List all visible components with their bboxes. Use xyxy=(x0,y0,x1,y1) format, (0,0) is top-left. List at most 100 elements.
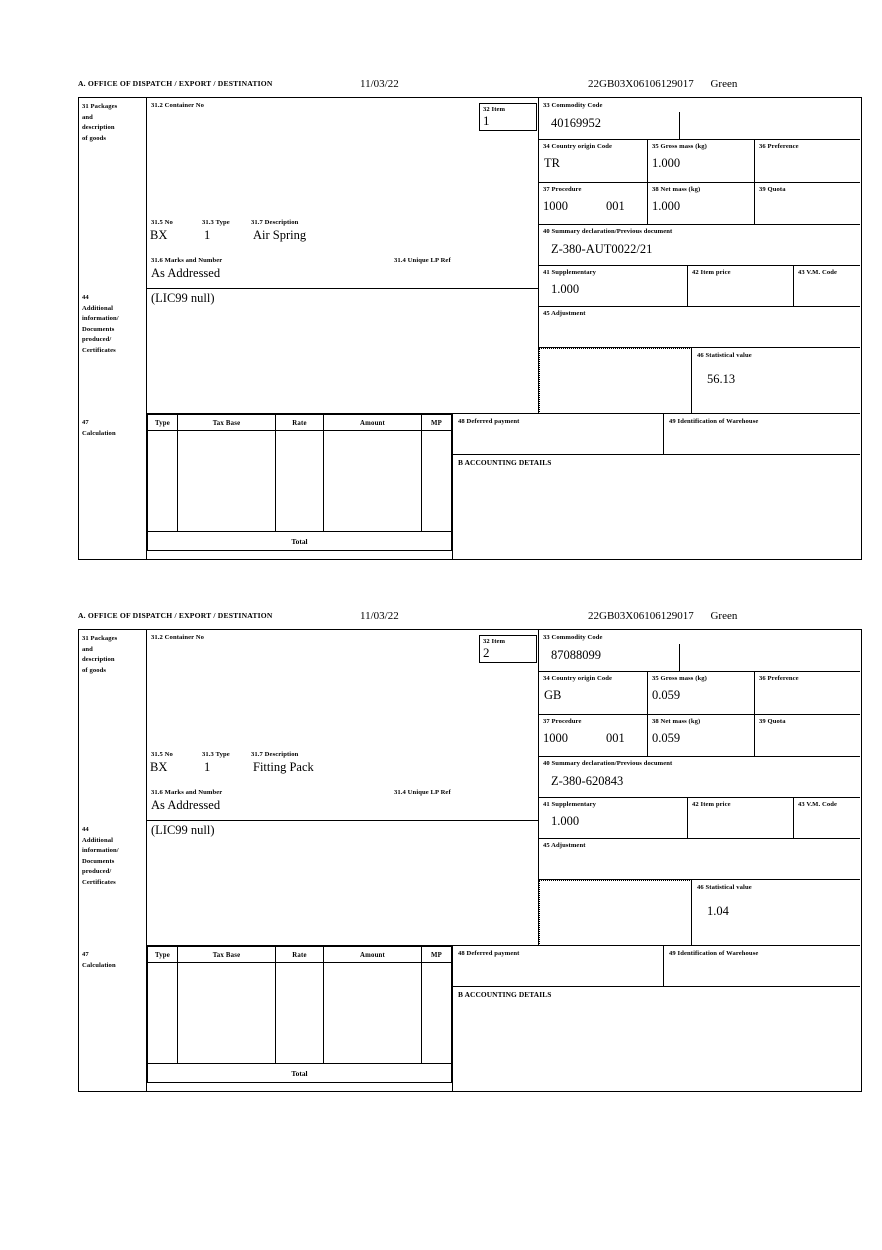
mrn-reference: 22GB03X06106129017 Green xyxy=(588,78,737,90)
box-32-item-label: 32 Item xyxy=(483,638,506,645)
box-43-label: 43 V.M. Code xyxy=(798,801,838,808)
box-46-value[interactable]: 56.13 xyxy=(707,372,736,386)
mrn-number: 22GB03X06106129017 xyxy=(588,610,694,622)
box-40-previous-document-cell: 40 Summary declaration/Previous document… xyxy=(539,757,860,798)
box-43-vm-code-cell: 43 V.M. Code xyxy=(794,266,860,307)
box-34-value[interactable]: GB xyxy=(544,688,562,702)
box-34-label: 34 Country origin Code xyxy=(543,143,613,150)
box-38-net-mass-cell: 38 Net mass (kg) 1.000 xyxy=(648,183,755,225)
box-34-value[interactable]: TR xyxy=(544,156,560,170)
box-41-supplementary-cell: 41 Supplementary 1.000 xyxy=(539,798,688,839)
box-44-label-line-3: Documents xyxy=(82,325,115,333)
box-31-5-no-value[interactable]: BX xyxy=(150,760,168,774)
calc-col-header-tax-base: Tax Base xyxy=(178,414,276,431)
box-31-6-marks-value[interactable]: As Addressed xyxy=(151,266,221,280)
box-31-7-description-label: 31.7 Description xyxy=(251,751,299,758)
box-44-label-line-2: information/ xyxy=(82,315,119,322)
box-39-label: 39 Quota xyxy=(759,186,786,193)
box-37-procedure-cell: 37 Procedure 1000 001 xyxy=(539,183,648,225)
box-32-item-box: 32 Item 2 xyxy=(479,635,537,663)
box-49-label: 49 Identification of Warehouse xyxy=(669,418,759,425)
box-35-value[interactable]: 1.000 xyxy=(652,156,681,170)
box-44-label-line-2: information/ xyxy=(82,847,119,854)
box-31-3-type-value[interactable]: 1 xyxy=(204,228,211,242)
box-38-net-mass-cell: 38 Net mass (kg) 0.059 xyxy=(648,715,755,757)
box-37-value-secondary[interactable]: 001 xyxy=(606,731,625,745)
box-43-label: 43 V.M. Code xyxy=(798,269,838,276)
box-33-value[interactable]: 40169952 xyxy=(551,116,601,130)
box-40-value[interactable]: Z-380-620843 xyxy=(551,774,624,788)
box-31-3-type-label: 31.3 Type xyxy=(202,219,230,226)
box-44-label-line-4: produced/ xyxy=(82,336,112,343)
box-47-label-cell: 47 Calculation xyxy=(79,414,147,559)
box-31-4-unique-lp-ref-label: 31.4 Unique LP Ref xyxy=(394,789,451,796)
box-31-6-marks-value[interactable]: As Addressed xyxy=(151,798,221,812)
declaration-date: 11/03/22 xyxy=(360,78,399,90)
box-31-7-description-value[interactable]: Fitting Pack xyxy=(253,760,314,774)
box-32-item-value[interactable]: 2 xyxy=(483,645,490,660)
box-31-label-cell: 31 Packages and description of goods xyxy=(79,630,147,821)
calc-body-rate[interactable] xyxy=(276,431,324,532)
box-31-7-description-value[interactable]: Air Spring xyxy=(253,228,307,242)
box-46-value[interactable]: 1.04 xyxy=(707,904,729,918)
calc-body-type[interactable] xyxy=(147,431,178,532)
calc-body-tax-base[interactable] xyxy=(178,963,276,1064)
box-45-adjustment-cell: 45 Adjustment xyxy=(539,839,860,880)
box-33-label: 33 Commodity Code xyxy=(543,102,603,109)
calc-body-amount[interactable] xyxy=(324,431,422,532)
box-49-warehouse-cell: 49 Identification of Warehouse xyxy=(664,414,860,455)
box-36-label: 36 Preference xyxy=(759,675,799,682)
box-42-label: 42 Item price xyxy=(692,801,731,808)
box-41-label: 41 Supplementary xyxy=(543,269,597,276)
box-33-label: 33 Commodity Code xyxy=(543,634,603,641)
box-45-adjustment-cell: 45 Adjustment xyxy=(539,307,860,348)
calc-body-type[interactable] xyxy=(147,963,178,1064)
box-31-4-unique-lp-ref-label: 31.4 Unique LP Ref xyxy=(394,257,451,264)
box-36-preference-cell: 36 Preference xyxy=(755,672,860,715)
box-45-dotted-subarea xyxy=(539,348,692,414)
calc-body-amount[interactable] xyxy=(324,963,422,1064)
box-31-label-line-3: of goods xyxy=(82,134,107,142)
box-44-label-line-0: 44 xyxy=(82,826,89,833)
box-38-label: 38 Net mass (kg) xyxy=(652,186,701,193)
calc-body-tax-base[interactable] xyxy=(178,431,276,532)
box-41-value[interactable]: 1.000 xyxy=(551,282,580,296)
calc-body-mp[interactable] xyxy=(422,963,452,1064)
box-37-label: 37 Procedure xyxy=(543,718,582,725)
box-44-content-cell: (LIC99 null) xyxy=(147,289,539,414)
box-46-statistical-value-cell: 46 Statistical value 56.13 xyxy=(692,348,860,414)
declaration-form-item-2: A. OFFICE OF DISPATCH / EXPORT / DESTINA… xyxy=(78,610,862,1092)
box-44-value[interactable]: (LIC99 null) xyxy=(151,823,215,837)
box-37-value[interactable]: 1000 xyxy=(543,731,568,745)
calc-body-rate[interactable] xyxy=(276,963,324,1064)
box-41-value[interactable]: 1.000 xyxy=(551,814,580,828)
box-40-value[interactable]: Z-380-AUT0022/21 xyxy=(551,242,653,256)
box-37-value[interactable]: 1000 xyxy=(543,199,568,213)
calc-col-header-type: Type xyxy=(147,414,178,431)
box-b-accounting-details-cell: B ACCOUNTING DETAILS xyxy=(452,987,860,1091)
box-46-statistical-value-cell: 46 Statistical value 1.04 xyxy=(692,880,860,946)
declaration-grid: 31 Packages and description of goods 31.… xyxy=(78,97,862,560)
box-35-value[interactable]: 0.059 xyxy=(652,688,681,702)
box-49-label: 49 Identification of Warehouse xyxy=(669,950,759,957)
calc-col-header-amount: Amount xyxy=(324,946,422,963)
box-36-preference-cell: 36 Preference xyxy=(755,140,860,183)
calc-body-mp[interactable] xyxy=(422,431,452,532)
calc-col-header-amount: Amount xyxy=(324,414,422,431)
box-38-value[interactable]: 1.000 xyxy=(652,199,681,213)
box-44-value[interactable]: (LIC99 null) xyxy=(151,291,215,305)
form-header: A. OFFICE OF DISPATCH / EXPORT / DESTINA… xyxy=(78,78,862,97)
box-40-label: 40 Summary declaration/Previous document xyxy=(543,760,673,767)
box-31-5-no-value[interactable]: BX xyxy=(150,228,168,242)
declaration-form-item-1: A. OFFICE OF DISPATCH / EXPORT / DESTINA… xyxy=(78,78,862,560)
box-40-previous-document-cell: 40 Summary declaration/Previous document… xyxy=(539,225,860,266)
calc-col-header-rate: Rate xyxy=(276,946,324,963)
box-38-value[interactable]: 0.059 xyxy=(652,731,681,745)
calc-total-label: Total xyxy=(147,532,452,551)
box-37-value-secondary[interactable]: 001 xyxy=(606,199,625,213)
box-44-label-line-3: Documents xyxy=(82,857,115,865)
box-45-label: 45 Adjustment xyxy=(543,310,586,317)
box-32-item-value[interactable]: 1 xyxy=(483,113,490,128)
box-33-value[interactable]: 87088099 xyxy=(551,648,601,662)
box-31-3-type-value[interactable]: 1 xyxy=(204,760,211,774)
